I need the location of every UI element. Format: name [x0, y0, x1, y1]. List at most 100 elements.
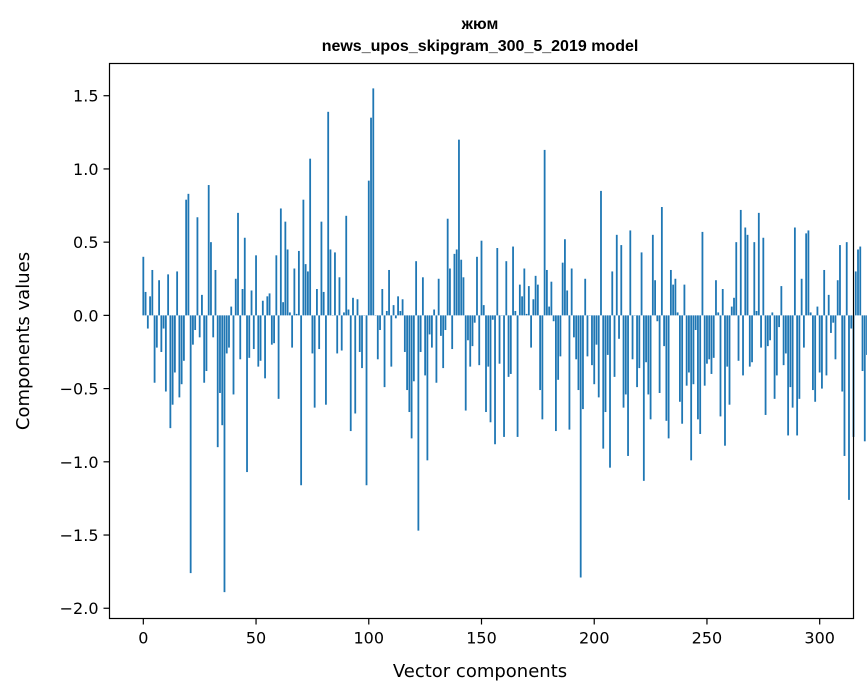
bar [582, 315, 584, 410]
bar [757, 212, 760, 316]
bar [843, 315, 846, 456]
bar [699, 315, 702, 434]
bar [151, 269, 154, 316]
bar [518, 284, 521, 316]
y-tick-label: 1.5 [73, 87, 98, 106]
bar [383, 315, 386, 388]
bar [624, 315, 627, 395]
bar [309, 158, 312, 316]
bar [800, 278, 803, 316]
bar [257, 315, 260, 367]
bar [338, 277, 341, 316]
bar [793, 227, 796, 316]
bar [345, 215, 348, 316]
bar [370, 117, 372, 316]
bar [861, 315, 864, 372]
bar [787, 315, 790, 436]
bar [595, 315, 598, 345]
bar [541, 315, 544, 420]
bar [385, 310, 388, 316]
bar [651, 234, 654, 316]
bar [688, 315, 690, 373]
bar [453, 253, 456, 316]
bar [390, 315, 393, 367]
bar [579, 315, 582, 578]
bar [694, 315, 697, 331]
bar [539, 315, 542, 391]
bar [171, 315, 174, 405]
bar [701, 231, 704, 316]
bar [356, 299, 359, 316]
bar [859, 246, 862, 316]
bar [358, 315, 361, 352]
bar [769, 315, 771, 341]
bar [415, 261, 418, 316]
bar [697, 315, 699, 420]
x-axis-ticks: 0 50 100 150 200 250 300 [138, 618, 835, 648]
bar [252, 315, 255, 350]
bar [288, 312, 291, 316]
bar [816, 306, 819, 316]
bar [142, 256, 145, 316]
y-axis-ticks: −2.0 −1.5 −1.0 −0.5 0.0 0.5 1.0 1.5 [60, 87, 110, 618]
bar [536, 284, 539, 316]
bar [773, 315, 776, 399]
bar [719, 315, 722, 417]
bar [690, 315, 693, 461]
bar [214, 269, 217, 316]
bar [433, 309, 436, 316]
bar [354, 315, 357, 414]
x-tick-label: 250 [692, 629, 723, 648]
bar [505, 261, 508, 316]
bar [629, 230, 632, 316]
bar [708, 315, 711, 360]
bar [609, 315, 611, 468]
x-tick-label: 50 [246, 629, 266, 648]
bar [485, 315, 487, 413]
bar [669, 269, 672, 316]
bar [455, 249, 458, 316]
bar [764, 315, 767, 415]
bar [604, 315, 607, 413]
bar [557, 315, 560, 380]
bar [573, 315, 575, 338]
bar [467, 315, 469, 341]
bar [158, 280, 160, 316]
x-tick-label: 150 [466, 629, 497, 648]
bar [600, 190, 602, 316]
bar [268, 293, 271, 316]
bar [584, 278, 587, 316]
bar [388, 269, 390, 316]
bar [406, 315, 408, 391]
bar [830, 315, 832, 333]
bar [548, 306, 551, 316]
bar [543, 149, 546, 316]
bar [286, 249, 289, 316]
bar [273, 315, 275, 344]
bar [451, 315, 454, 350]
bar [665, 315, 668, 421]
bar [717, 312, 720, 316]
bar [279, 208, 282, 316]
y-tick-label: 0.5 [73, 233, 98, 252]
bar [762, 237, 765, 316]
bar [365, 315, 368, 486]
bar [178, 315, 181, 398]
bar [426, 315, 429, 461]
bar [297, 250, 300, 316]
bar [602, 315, 605, 449]
bar [755, 310, 758, 316]
bar [839, 245, 841, 316]
bar [521, 296, 523, 316]
bar [192, 315, 194, 345]
bar [146, 315, 149, 329]
bar [496, 248, 499, 316]
x-tick-label: 200 [579, 629, 610, 648]
bar [169, 315, 172, 429]
bar [162, 315, 165, 329]
bar [361, 315, 363, 369]
bar [744, 227, 747, 316]
bar [458, 139, 460, 316]
bar [545, 269, 548, 316]
y-tick-label: 0.0 [73, 306, 98, 325]
